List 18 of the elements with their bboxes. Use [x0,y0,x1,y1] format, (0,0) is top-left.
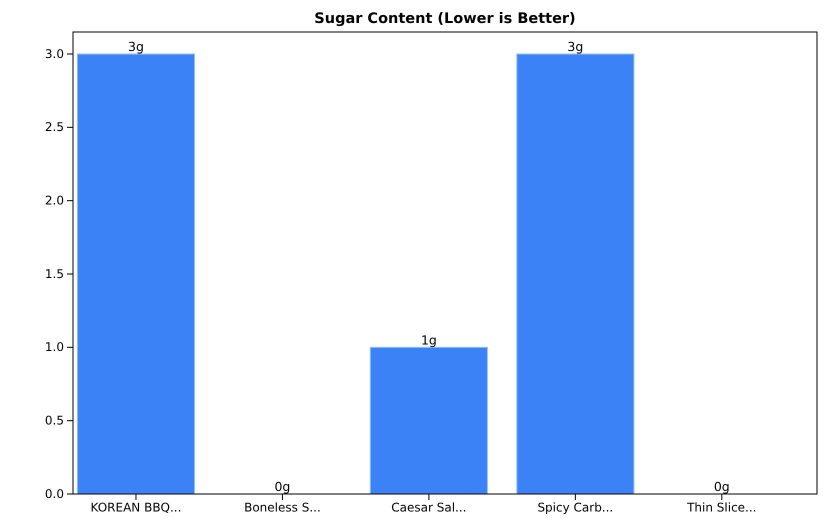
y-tick-label: 0.0 [44,486,64,501]
data-label: 0g [714,479,730,494]
y-tick-label: 3.0 [44,46,64,61]
data-label: 3g [567,39,584,54]
x-tick-label: Caesar Sal... [391,500,466,515]
x-tick-label: KOREAN BBQ... [90,500,182,515]
data-label: 0g [274,479,290,494]
x-tick-label: Thin Slice... [686,500,757,515]
chart-title: Sugar Content (Lower is Better) [314,11,576,27]
x-tick-label: Spicy Carb... [537,500,614,515]
y-tick-label: 1.5 [44,266,64,281]
y-tick-label: 2.5 [44,120,64,134]
x-tick-label: Boneless S... [244,500,321,515]
data-label: 3g [128,39,144,54]
data-label: 1g [420,332,437,348]
y-tick-label: 0.5 [44,414,64,428]
y-tick-label: 1.0 [44,340,64,354]
y-tick-label: 2.0 [44,194,64,208]
